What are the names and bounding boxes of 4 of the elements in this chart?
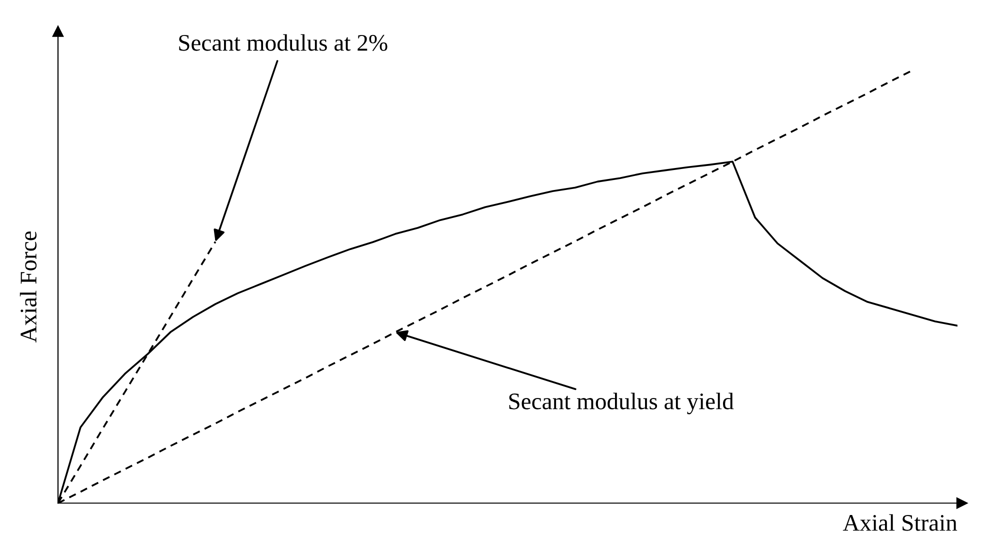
text: Secant modulus at 2% (179, 34, 388, 51)
annotation: Secant modulus at yield (509, 392, 734, 414)
y-axis-title: Axial Force (20, 231, 37, 343)
x-axis-title: Axial Strain (842, 514, 958, 531)
